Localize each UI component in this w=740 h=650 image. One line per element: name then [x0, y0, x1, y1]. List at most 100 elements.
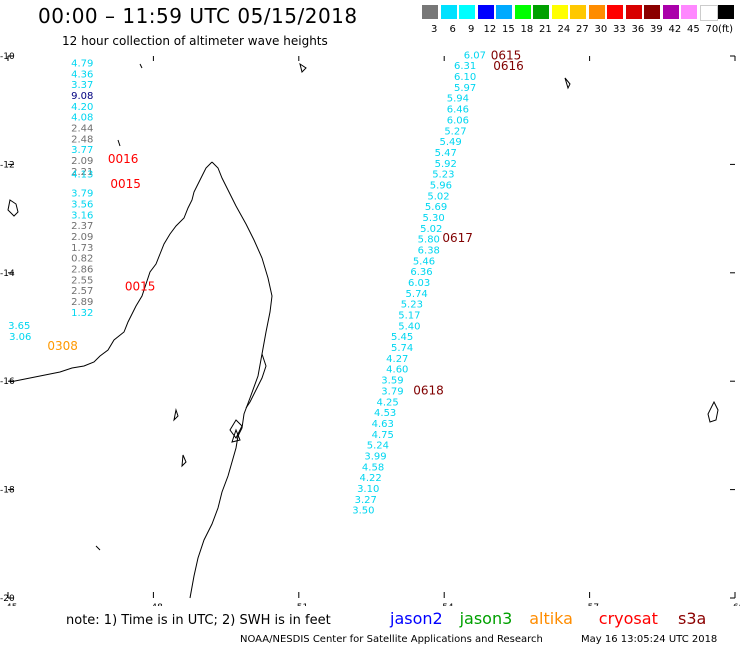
- scale-swatch: [496, 5, 512, 19]
- wave-height-value: 3.10: [357, 484, 379, 495]
- scale-label: 3: [431, 24, 438, 35]
- lon-tick-label: 45: [6, 603, 17, 606]
- scale-swatch: [533, 5, 549, 19]
- wave-height-value: 5.02: [427, 191, 449, 202]
- wave-height-value: 5.27: [444, 126, 466, 137]
- wave-height-value: 2.57: [71, 286, 93, 297]
- lat-tick-label: -14: [0, 269, 15, 279]
- wave-height-value: 4.53: [374, 408, 396, 419]
- pass-time-label: 0015: [125, 279, 156, 293]
- wave-height-value: 2.44: [71, 124, 93, 135]
- wave-height-tracks: 4.794.363.379.084.204.082.442.483.772.09…: [8, 50, 486, 516]
- lat-tick-label: -16: [0, 377, 15, 387]
- scale-swatch: [699, 5, 718, 21]
- wave-height-value: 6.06: [447, 115, 469, 126]
- wave-height-value: 3.65: [8, 321, 30, 332]
- wave-height-value: 4.20: [71, 102, 93, 113]
- wave-height-value: 5.40: [398, 321, 420, 332]
- pass-time-label: 0308: [47, 339, 78, 353]
- legend-altika: altika: [529, 609, 573, 628]
- wave-height-value: 5.47: [435, 148, 457, 159]
- scale-swatch: [644, 5, 660, 19]
- wave-height-value: 2.86: [71, 264, 93, 275]
- wave-height-value: 4.36: [71, 69, 93, 80]
- scale-label: 24: [557, 24, 571, 35]
- scale-label: 45: [687, 24, 700, 35]
- lat-tick-label: -12: [0, 160, 15, 170]
- lat-tick-label: -18: [0, 486, 15, 496]
- scale-label: 18: [520, 24, 534, 35]
- wave-height-value: 2.37: [71, 221, 93, 232]
- scale-label: 42: [668, 24, 682, 35]
- pass-time-label: 0016: [108, 152, 139, 166]
- scale-swatch: [551, 5, 568, 19]
- scale-label: 9: [468, 24, 475, 35]
- wave-height-value: 1.73: [71, 243, 93, 254]
- wave-height-value: 3.99: [364, 451, 386, 462]
- wave-height-value: 6.07: [464, 50, 486, 61]
- wave-height-value: 2.09: [71, 156, 93, 167]
- scale-swatch: [588, 5, 605, 19]
- scale-swatch: [477, 5, 494, 19]
- wave-height-value: 3.79: [381, 386, 403, 397]
- wave-height-value: 2.55: [71, 275, 93, 286]
- wave-height-value: 3.50: [352, 506, 374, 517]
- scale-swatch: [514, 5, 531, 19]
- wave-height-value: 5.46: [413, 256, 435, 267]
- wave-height-value: 5.97: [454, 83, 476, 94]
- wave-height-value: 9.08: [71, 91, 93, 102]
- wave-height-value: 6.10: [454, 72, 476, 83]
- scale-label: 36: [631, 24, 645, 35]
- legend-jason2: jason2: [390, 609, 443, 628]
- scale-swatch: [718, 5, 734, 19]
- footnote: note: 1) Time is in UTC; 2) SWH is in fe…: [66, 613, 331, 628]
- wave-height-value: 3.59: [381, 376, 403, 387]
- scale-swatch: [570, 5, 586, 19]
- legend-s3a: s3a: [678, 609, 707, 628]
- wave-height-value: 5.23: [401, 300, 423, 311]
- wave-height-value: 2.21: [71, 167, 93, 178]
- wave-height-value: 5.02: [420, 224, 442, 235]
- lon-tick-label: 48: [151, 603, 163, 606]
- wave-height-value: 1.32: [71, 308, 93, 319]
- lon-tick-label: 51: [297, 603, 308, 606]
- wave-height-value: 5.96: [430, 180, 452, 191]
- scale-swatch: [459, 5, 475, 19]
- scale-label: 70: [705, 24, 719, 35]
- wave-height-value: 4.58: [362, 462, 384, 473]
- pass-time-label: 0617: [442, 231, 473, 245]
- scale-label: 30: [594, 24, 608, 35]
- wave-height-value: 5.92: [435, 159, 457, 170]
- wave-height-value: 4.27: [386, 354, 408, 365]
- lat-tick-label: -10: [0, 52, 15, 62]
- wave-height-value: 2.09: [71, 232, 93, 243]
- wave-height-value: 3.37: [71, 80, 93, 91]
- pass-time-label: 0615: [491, 50, 522, 62]
- scale-label: 39: [650, 24, 663, 35]
- wave-height-value: 3.27: [355, 495, 377, 506]
- lat-tick-label: -20: [0, 594, 15, 604]
- pass-time-label: 0015: [110, 177, 141, 191]
- scale-swatch: [422, 5, 438, 19]
- timestamp: May 16 13:05:24 UTC 2018: [581, 634, 718, 645]
- wave-height-value: 3.77: [71, 145, 93, 156]
- map-frame: 45 48 51 54 57 60 -10 -12 -14 -16 -18 -20: [0, 52, 740, 606]
- pass-time-label: 0618: [413, 383, 444, 397]
- wave-height-value: 6.38: [418, 245, 440, 256]
- wave-height-value: 5.80: [418, 235, 440, 246]
- legend-jason3: jason3: [459, 609, 513, 628]
- wave-height-value: 5.45: [391, 332, 413, 343]
- scale-label: 15: [502, 24, 515, 35]
- map-subtitle: 12 hour collection of altimeter wave hei…: [62, 34, 328, 48]
- wave-height-value: 4.13: [71, 170, 93, 181]
- wave-height-value: 4.22: [360, 473, 382, 484]
- wave-height-value: 3.79: [71, 189, 93, 200]
- lon-tick-label: 57: [588, 603, 599, 606]
- altimeter-map: 45 48 51 54 57 60 -10 -12 -14 -16 -18 -20 4.794.363…: [0, 50, 740, 606]
- lon-tick-label: 60: [733, 603, 740, 606]
- wave-height-value: 5.23: [432, 170, 454, 181]
- wave-height-value: 6.46: [447, 105, 469, 116]
- wave-height-value: 3.56: [71, 199, 93, 210]
- lon-tick-label: 54: [442, 603, 454, 606]
